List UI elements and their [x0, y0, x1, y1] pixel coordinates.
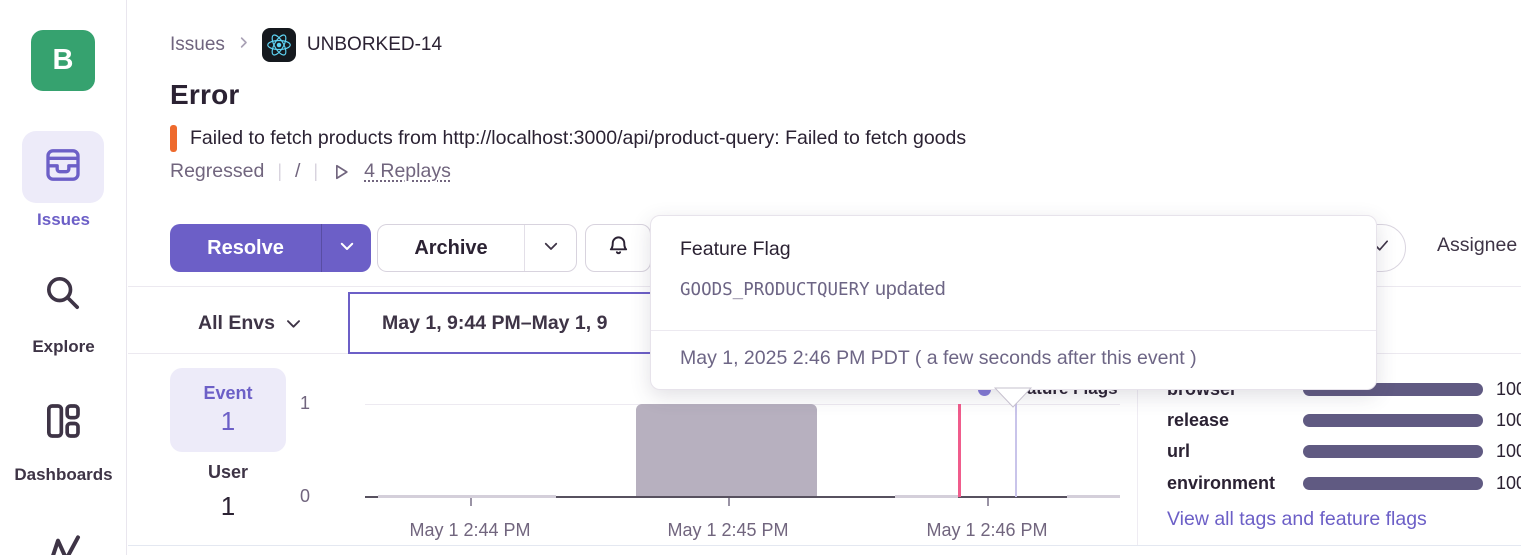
archive-dropdown-button[interactable]	[524, 225, 576, 271]
feature-flag-marker-icon[interactable]	[993, 387, 1033, 413]
page-title: Error	[170, 79, 240, 110]
chevron-down-icon	[284, 314, 303, 333]
chevron-right-icon	[236, 34, 251, 56]
resolve-dropdown-button[interactable]	[321, 224, 371, 272]
feature-flag-line	[1015, 398, 1017, 497]
tooltip-flag-line: GOODS_PRODUCTQUERY updated	[680, 278, 946, 301]
sidebar-item-explore[interactable]	[43, 275, 83, 315]
section-bottom-border	[128, 545, 1521, 546]
sidebar-item-explore-label: Explore	[32, 337, 95, 356]
breadcrumb-issue-id: UNBORKED-14	[306, 34, 443, 55]
panel-divider	[1137, 368, 1138, 546]
divider: |	[277, 161, 282, 181]
tag-value-browser: 100	[1496, 379, 1521, 399]
org-avatar[interactable]: B	[31, 30, 95, 91]
sidebar-item-insights[interactable]	[43, 534, 83, 555]
user-series-segment	[1067, 495, 1120, 498]
tooltip-divider	[651, 330, 1376, 331]
tag-bar-url[interactable]	[1303, 445, 1483, 458]
date-range-value: May 1, 9:44 PM–May 1, 9	[382, 311, 608, 334]
tag-label-release[interactable]: release	[1167, 410, 1230, 430]
sidebar-item-issues-label: Issues	[37, 210, 90, 229]
metrics-icon	[43, 534, 83, 555]
y-axis-tick-1: 1	[299, 393, 310, 413]
x-axis-line	[365, 496, 1120, 498]
search-icon	[43, 273, 83, 318]
subscribe-button[interactable]	[585, 224, 651, 272]
feature-flag-tooltip: Feature Flag GOODS_PRODUCTQUERY updated …	[650, 215, 1377, 390]
substatus: /	[295, 160, 301, 182]
x-axis-tickmark	[987, 498, 989, 506]
view-all-tags-link[interactable]: View all tags and feature flags	[1167, 508, 1427, 530]
resolve-button[interactable]: Resolve	[207, 236, 284, 259]
chevron-down-icon	[338, 237, 356, 260]
replays-link[interactable]: 4 Replays	[364, 160, 451, 182]
tag-bar-environment[interactable]	[1303, 477, 1483, 490]
flag-name: GOODS_PRODUCTQUERY	[680, 280, 870, 300]
x-axis-tickmark	[728, 498, 730, 506]
x-axis-tickmark	[470, 498, 472, 506]
event-count-toggle[interactable]: Event 1	[170, 368, 286, 452]
tag-label-url[interactable]: url	[1167, 441, 1191, 461]
checkmark-icon	[1323, 237, 1390, 259]
play-icon	[331, 162, 351, 182]
x-axis-label: May 1 2:46 PM	[926, 520, 1048, 540]
event-bar	[636, 404, 817, 497]
inbox-icon	[43, 145, 83, 190]
breadcrumb: Issues UNBORKED-14	[170, 25, 442, 65]
x-axis-label: May 1 2:45 PM	[667, 520, 789, 540]
chevron-down-icon	[542, 237, 560, 260]
environment-filter[interactable]: All Envs	[198, 294, 303, 352]
assignee-label: Assignee	[1437, 234, 1518, 256]
archive-split-button: Archive	[377, 224, 577, 272]
environment-filter-label: All Envs	[198, 311, 275, 334]
x-axis-label: May 1 2:44 PM	[409, 520, 531, 540]
divider: |	[313, 161, 319, 181]
tag-bar-release[interactable]	[1303, 414, 1483, 427]
sidebar: B Issues Explore	[0, 0, 127, 555]
tag-value-url: 100	[1496, 441, 1521, 461]
event-count-label: Event	[203, 383, 253, 403]
event-count-value: 1	[220, 406, 236, 436]
issue-meta-row: Regressed | / | 4 Replays	[170, 160, 451, 183]
error-level-bar	[170, 125, 177, 152]
event-marker-line	[958, 404, 961, 497]
status-badge: Regressed	[170, 160, 265, 182]
resolve-split-button: Resolve	[170, 224, 371, 272]
error-message-row: Failed to fetch products from http://loc…	[170, 125, 966, 152]
react-project-icon	[261, 28, 296, 62]
tag-value-release: 100	[1496, 410, 1521, 430]
user-count-toggle[interactable]: User 1	[170, 462, 286, 522]
sidebar-item-issues[interactable]	[22, 131, 104, 203]
y-axis-tick-0: 0	[299, 486, 310, 506]
tag-value-environment: 100	[1496, 473, 1521, 493]
error-message: Failed to fetch products from http://loc…	[190, 127, 967, 149]
breadcrumb-issues-link[interactable]: Issues	[170, 34, 225, 55]
tooltip-title: Feature Flag	[680, 238, 791, 260]
user-count-value: 1	[220, 491, 236, 521]
dashboards-icon	[43, 401, 83, 446]
user-series-segment	[378, 495, 556, 498]
bell-icon	[607, 234, 630, 262]
archive-button[interactable]: Archive	[414, 236, 488, 259]
user-count-label: User	[207, 462, 249, 482]
sidebar-item-dashboards[interactable]	[43, 403, 83, 443]
sidebar-item-dashboards-label: Dashboards	[14, 465, 113, 484]
user-series-segment	[895, 495, 958, 498]
tag-label-environment[interactable]: environment	[1167, 473, 1276, 493]
tooltip-timestamp: May 1, 2025 2:46 PM PDT ( a few seconds …	[680, 347, 1197, 369]
flag-action: updated	[875, 278, 946, 300]
